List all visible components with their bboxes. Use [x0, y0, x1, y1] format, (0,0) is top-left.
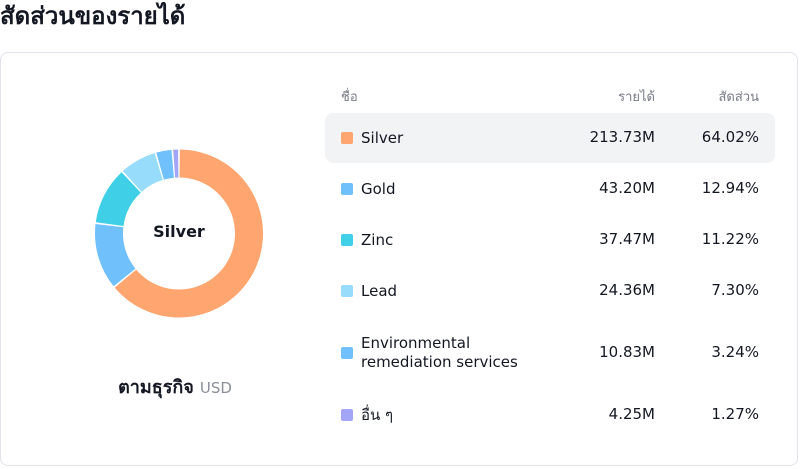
- page-title: สัดส่วนของรายได้: [0, 2, 186, 30]
- row-name: Environmental remediation services: [361, 334, 518, 371]
- header-share: สัดส่วน: [718, 90, 760, 105]
- header-revenue: รายได้: [618, 90, 655, 105]
- legend-swatch: [341, 132, 353, 144]
- row-share: 12.94%: [701, 179, 759, 197]
- table-row[interactable]: Lead 24.36M 7.30%: [325, 268, 775, 314]
- table-row[interactable]: Environmental remediation services 10.83M…: [325, 325, 775, 381]
- row-name: อื่น ๆ: [361, 406, 394, 424]
- caption-segment: ตามธุรกิจ: [118, 377, 194, 398]
- header-name: ชื่อ: [341, 90, 358, 105]
- row-revenue: 10.83M: [599, 343, 655, 361]
- legend-swatch: [341, 409, 353, 421]
- revenue-breakdown-card: [0, 52, 798, 466]
- donut-slice[interactable]: [95, 224, 136, 287]
- row-share: 64.02%: [701, 128, 759, 146]
- table-row[interactable]: อื่น ๆ 4.25M 1.27%: [325, 392, 775, 438]
- legend-swatch: [341, 285, 353, 297]
- row-share: 3.24%: [711, 343, 759, 361]
- table-row[interactable]: Silver 213.73M 64.02%: [325, 113, 775, 163]
- donut-slice[interactable]: [114, 149, 263, 318]
- row-name: Lead: [361, 282, 398, 300]
- donut-center-label: Silver: [153, 222, 205, 241]
- donut-slice[interactable]: [122, 153, 163, 192]
- row-share: 7.30%: [711, 281, 759, 299]
- row-name: Zinc: [361, 231, 394, 249]
- donut-slice[interactable]: [156, 149, 174, 180]
- table-row[interactable]: Gold 43.20M 12.94%: [325, 166, 775, 212]
- row-share: 1.27%: [711, 405, 759, 423]
- legend-swatch: [341, 234, 353, 246]
- donut-slice[interactable]: [95, 172, 141, 227]
- legend-swatch: [341, 347, 353, 359]
- row-revenue: 43.20M: [599, 179, 655, 197]
- row-name: Silver: [361, 129, 404, 147]
- row-share: 11.22%: [701, 230, 759, 248]
- row-revenue: 213.73M: [589, 128, 655, 146]
- donut-slice[interactable]: [173, 149, 179, 178]
- row-name: Gold: [361, 180, 396, 198]
- caption-currency: USD: [199, 379, 232, 397]
- revenue-donut-chart: [95, 149, 263, 318]
- row-revenue: 37.47M: [599, 230, 655, 248]
- legend-swatch: [341, 183, 353, 195]
- row-revenue: 4.25M: [608, 405, 655, 423]
- row-revenue: 24.36M: [599, 281, 655, 299]
- table-row[interactable]: Zinc 37.47M 11.22%: [325, 217, 775, 263]
- chart-caption: ตามธุรกิจ USD: [0, 372, 350, 401]
